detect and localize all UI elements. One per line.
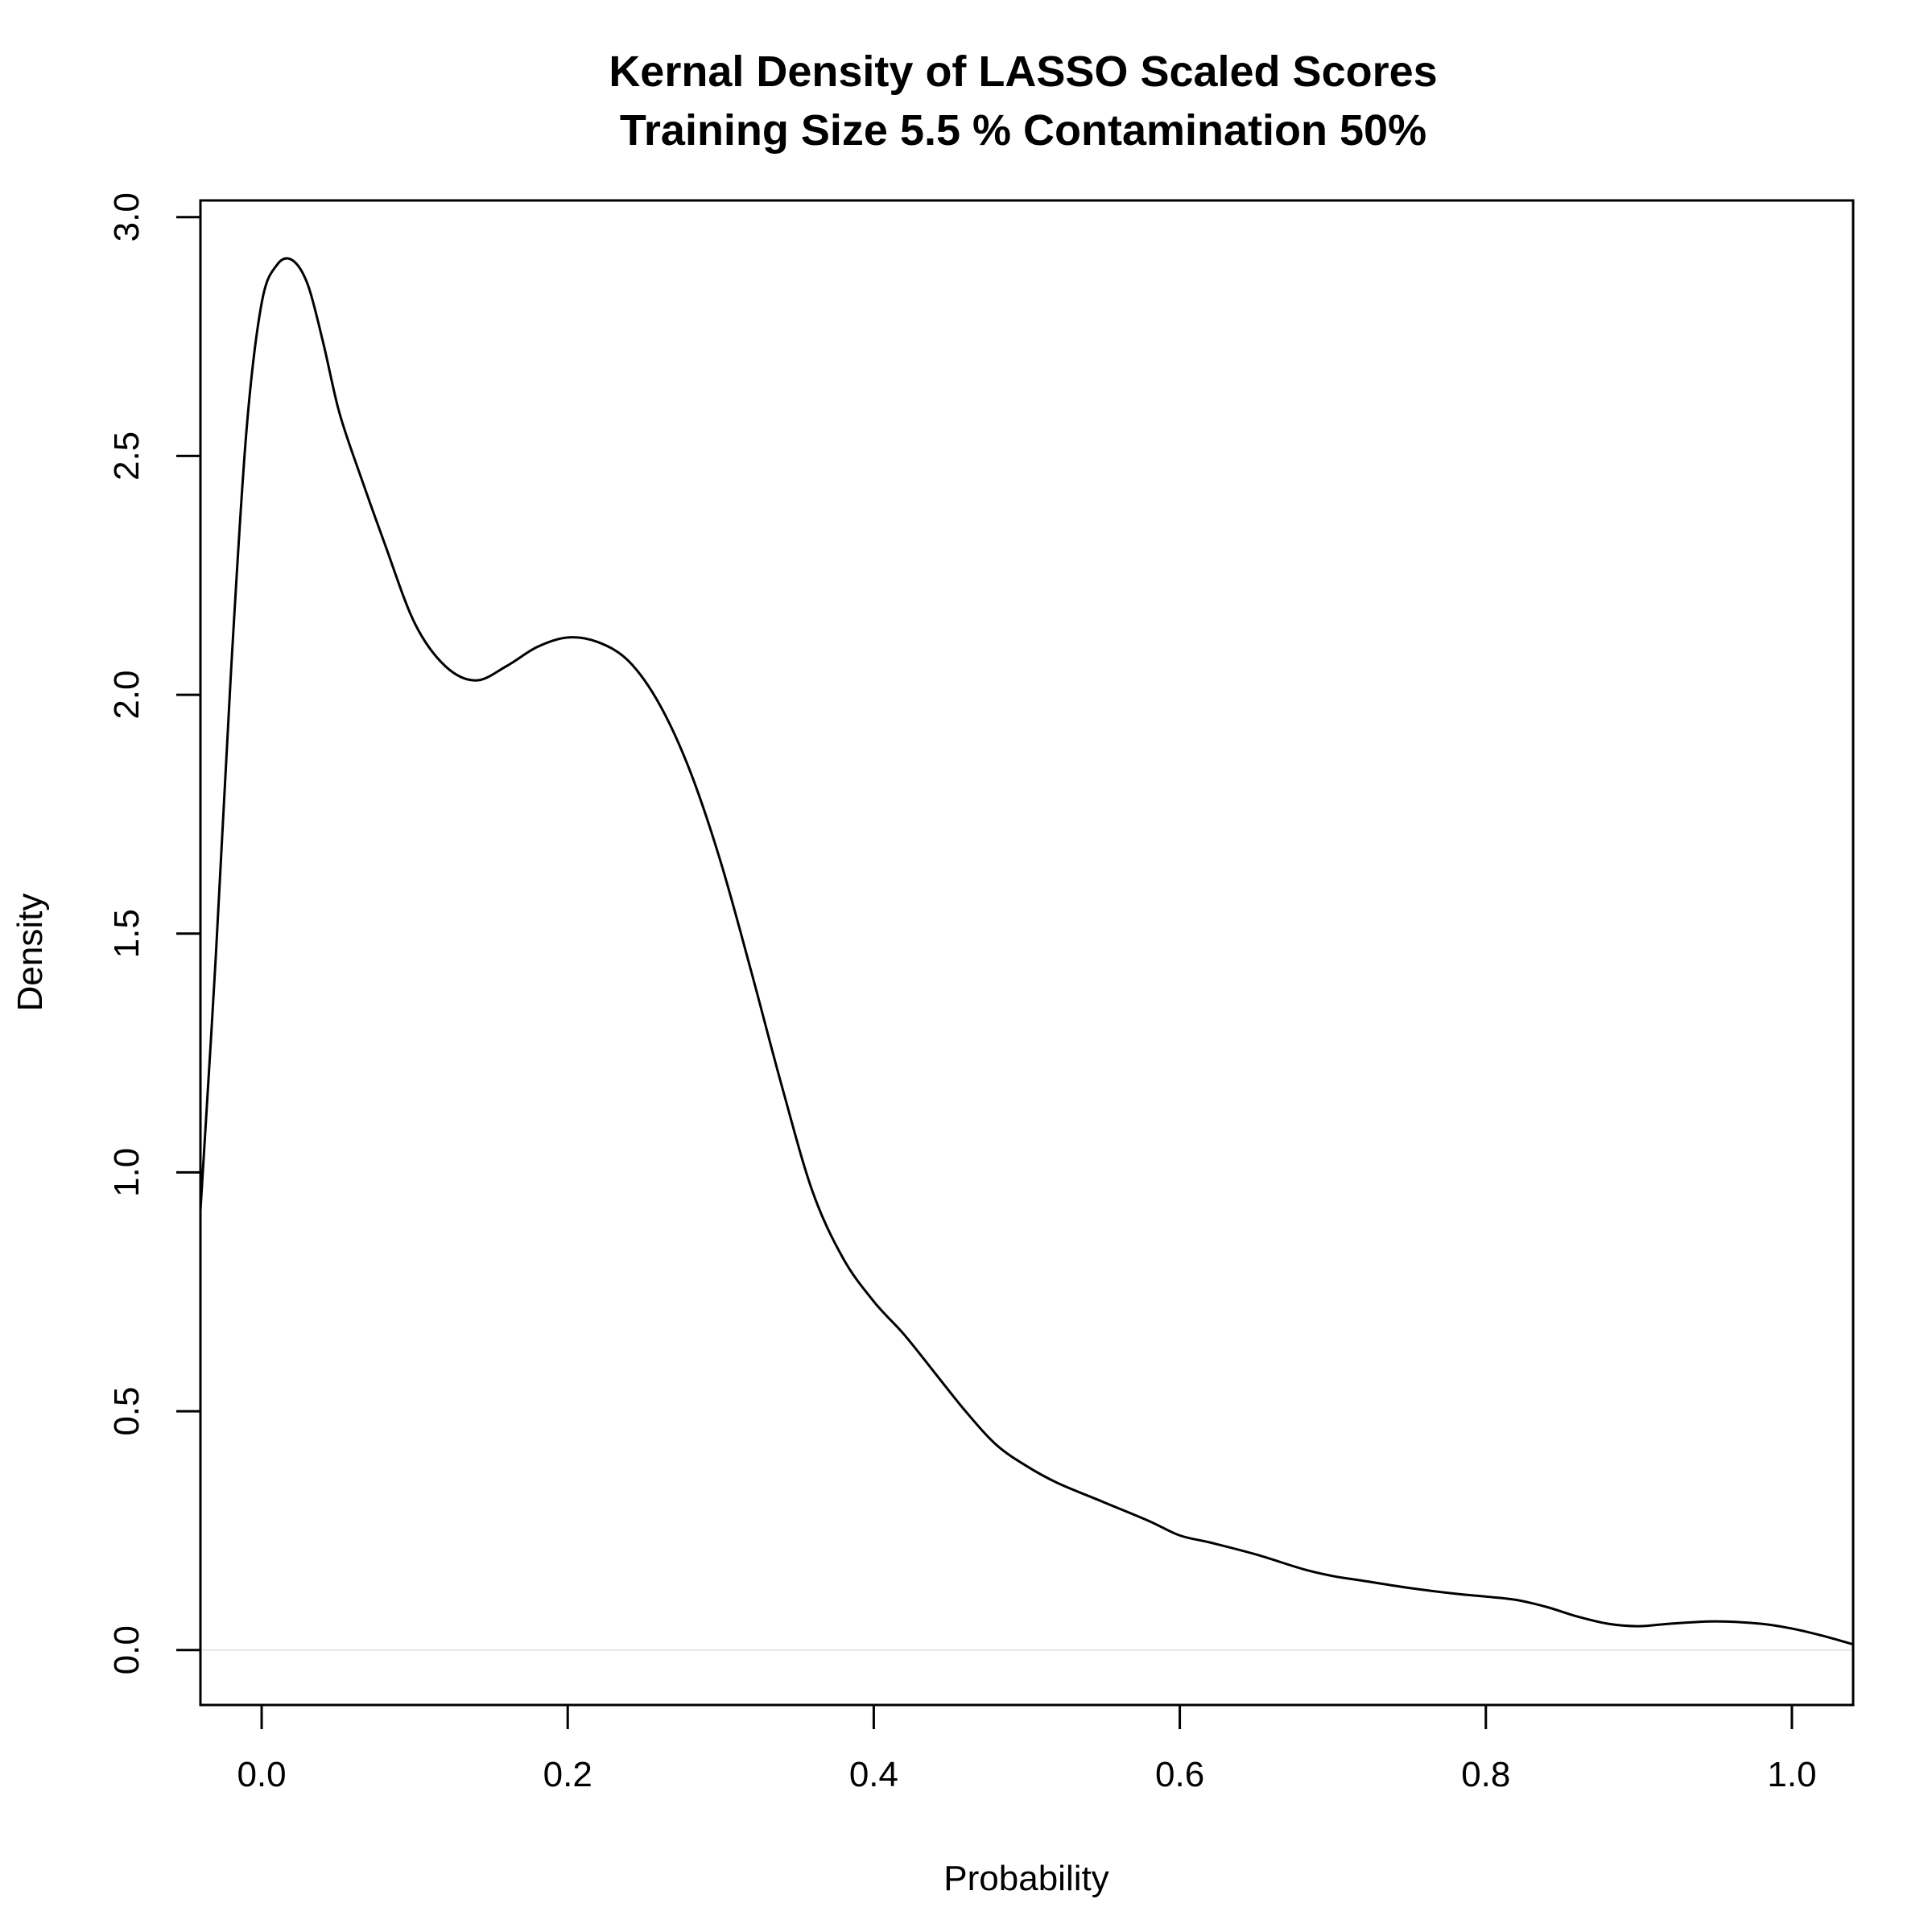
y-tick-label: 2.0 (107, 671, 147, 720)
chart-subtitle: Training Size 5.5 % Contamination 50% (620, 106, 1426, 155)
x-tick-label: 1.0 (1767, 1755, 1816, 1794)
x-tick-label: 0.8 (1461, 1755, 1510, 1794)
x-tick-label: 0.2 (543, 1755, 592, 1794)
density-curve-0 (199, 257, 1854, 1646)
chart-title: Kernal Density of LASSO Scaled Scores (609, 47, 1437, 96)
x-tick-label: 0.4 (849, 1755, 898, 1794)
x-axis-label: Probability (943, 1859, 1108, 1898)
x-axis: 0.0 0.2 0.4 0.6 0.8 1.0 (237, 1703, 1817, 1794)
y-tick-label: 3.0 (107, 192, 147, 242)
series-layer (199, 257, 1854, 1646)
y-tick-label: 0.5 (107, 1387, 147, 1436)
x-tick-label: 0.0 (237, 1755, 286, 1794)
plot-frame (199, 199, 1855, 1707)
x-tick-label: 0.6 (1155, 1755, 1204, 1794)
y-tick-label: 0.0 (107, 1625, 147, 1674)
y-axis-label: Density (10, 894, 50, 1012)
y-tick-label: 2.5 (107, 431, 147, 481)
y-tick-label: 1.0 (107, 1148, 147, 1197)
y-tick-label: 1.5 (107, 909, 147, 958)
y-axis: 0.0 0.5 1.0 1.5 2.0 2.5 3.0 (107, 192, 202, 1674)
